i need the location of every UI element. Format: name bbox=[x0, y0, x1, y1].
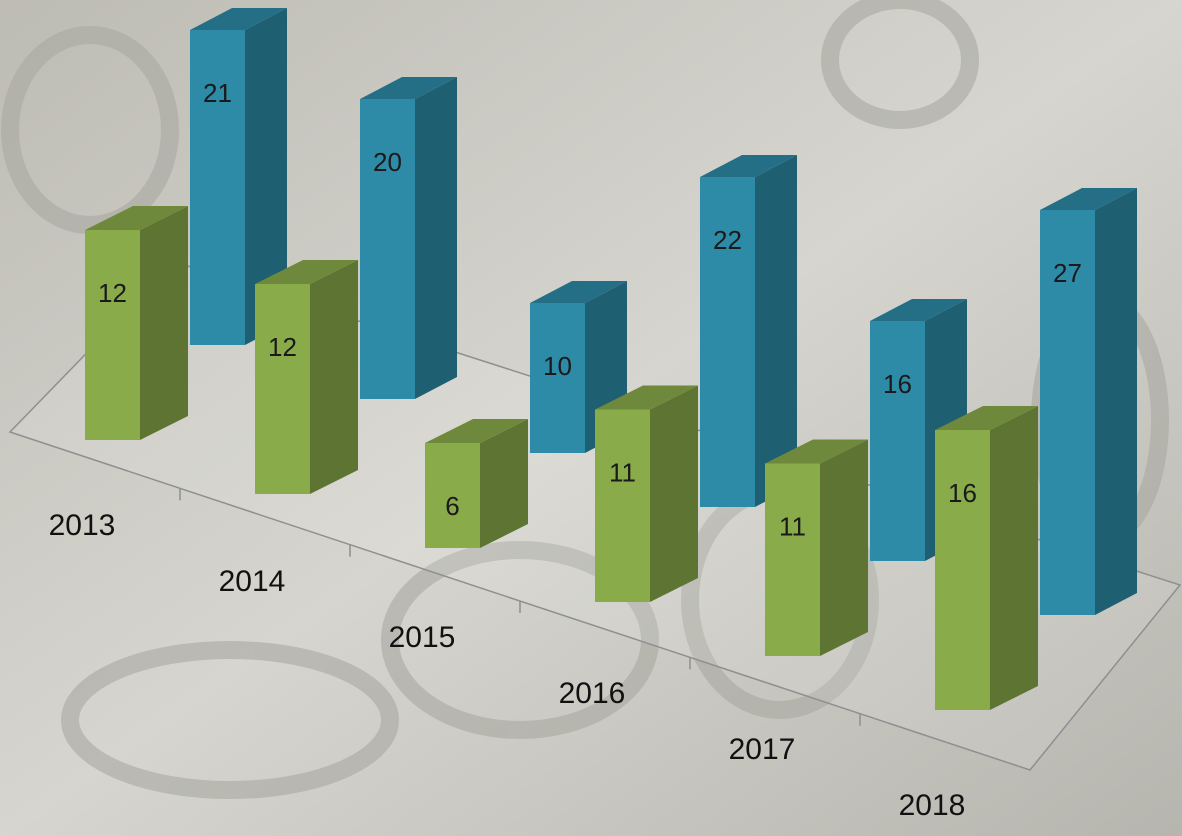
bar-front bbox=[255, 284, 310, 494]
data-label: 10 bbox=[543, 351, 572, 381]
x-tick-label: 2014 bbox=[219, 565, 286, 598]
bar-front bbox=[595, 410, 650, 603]
x-tick-label: 2013 bbox=[49, 509, 116, 542]
x-tick-label: 2016 bbox=[559, 677, 626, 710]
bar-front bbox=[765, 464, 820, 657]
bar-side bbox=[820, 440, 868, 657]
bar-front bbox=[935, 430, 990, 710]
x-tick-label: 2017 bbox=[729, 733, 796, 766]
bar bbox=[765, 440, 868, 657]
data-label: 11 bbox=[779, 511, 806, 541]
bar bbox=[425, 419, 528, 548]
bar-side bbox=[140, 206, 188, 440]
bar-front bbox=[870, 321, 925, 561]
data-label: 27 bbox=[1053, 258, 1082, 288]
x-tick-label: 2018 bbox=[899, 789, 966, 822]
data-label: 21 bbox=[203, 78, 232, 108]
bar bbox=[700, 155, 797, 507]
data-label: 12 bbox=[268, 332, 297, 362]
data-label: 22 bbox=[713, 225, 742, 255]
bar bbox=[935, 406, 1038, 710]
page: {"chart_data": {"type": "bar3d", "catego… bbox=[0, 0, 1182, 836]
bar-side bbox=[415, 77, 457, 399]
bar bbox=[1040, 188, 1137, 615]
bar-side bbox=[310, 260, 358, 494]
data-label: 16 bbox=[948, 478, 977, 508]
bar bbox=[255, 260, 358, 494]
x-tick-label: 2015 bbox=[389, 621, 456, 654]
chart: 21 20 10 22 16 27 12 12 6 11 11 16 2013 2014 2015 2016 2… bbox=[0, 0, 1182, 836]
data-label: 16 bbox=[883, 369, 912, 399]
bar-front bbox=[360, 99, 415, 399]
bar bbox=[360, 77, 457, 399]
bar bbox=[85, 206, 188, 440]
data-label: 6 bbox=[445, 491, 459, 521]
data-label: 12 bbox=[98, 278, 127, 308]
bar-front bbox=[85, 230, 140, 440]
bar bbox=[595, 386, 698, 603]
bar-side bbox=[990, 406, 1038, 710]
data-label: 11 bbox=[609, 457, 636, 487]
bar-side bbox=[1095, 188, 1137, 615]
data-label: 20 bbox=[373, 147, 402, 177]
bar-side bbox=[650, 386, 698, 603]
